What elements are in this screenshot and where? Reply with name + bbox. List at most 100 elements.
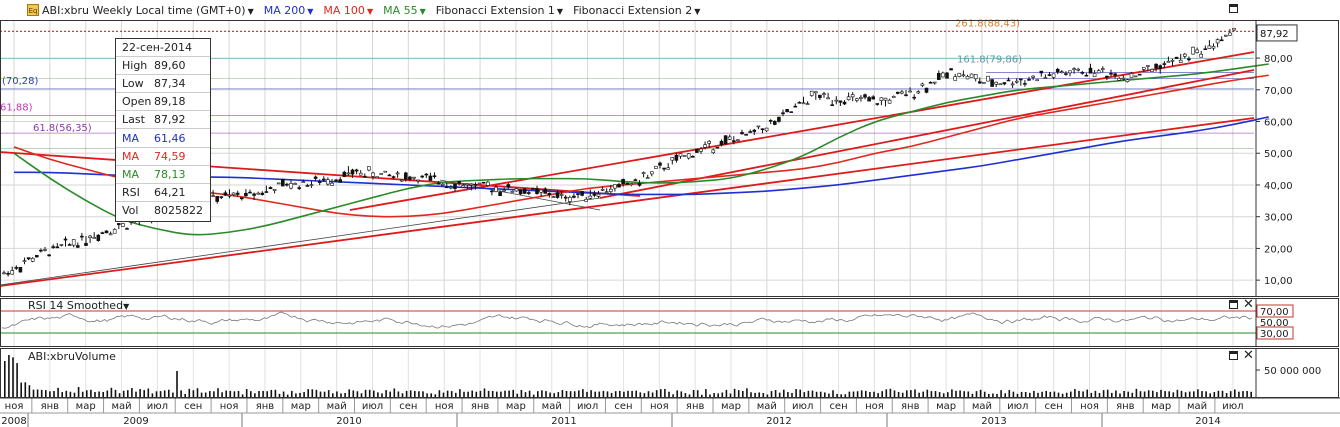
ma100-indicator[interactable]: MA 100 ▼ <box>323 3 374 17</box>
volume-bar <box>742 391 744 397</box>
volume-bar <box>639 392 642 397</box>
rsi-pane-label[interactable]: RSI 14 Smoothed▼ <box>28 299 130 312</box>
candle-body <box>834 99 839 102</box>
volume-pane-minimize-icon[interactable] <box>1229 351 1238 360</box>
candle-body <box>76 245 80 248</box>
info-value: 89,18 <box>154 95 186 109</box>
month-tick-label: янв <box>686 401 705 412</box>
volume-bar <box>356 391 359 397</box>
candle-body <box>633 179 638 181</box>
volume-pane-close-icon[interactable]: ✕ <box>1243 348 1254 363</box>
rsi-pane-close-icon[interactable]: ✕ <box>1243 297 1254 312</box>
volume-bar <box>434 394 437 397</box>
candle-body <box>1006 79 1011 82</box>
candle-body <box>801 102 806 105</box>
candle-body <box>723 135 728 145</box>
candle-body <box>1150 69 1154 72</box>
volume-bar <box>553 393 555 397</box>
candle-body <box>305 185 310 187</box>
candle-body <box>584 198 589 202</box>
volume-bar <box>446 390 449 397</box>
candle-body <box>809 90 814 96</box>
volume-bar <box>426 393 428 397</box>
volume-bar <box>1188 391 1191 397</box>
volume-bar <box>815 391 818 397</box>
volume-bar <box>1168 391 1170 397</box>
volume-bar <box>1037 392 1039 397</box>
volume-bar <box>491 391 494 397</box>
volume-bar <box>303 392 305 397</box>
candle-body <box>1092 73 1097 78</box>
candle-body <box>678 153 683 157</box>
volume-bar <box>307 389 309 397</box>
volume-bar <box>733 388 736 397</box>
volume-bar <box>832 390 834 397</box>
month-tick-label: мар <box>1151 401 1171 412</box>
candle-body <box>912 96 917 99</box>
candle-body <box>227 194 232 197</box>
candle-body <box>850 94 855 98</box>
volume-bar <box>836 393 838 397</box>
volume-bar <box>1250 391 1252 397</box>
instrument-eq-icon[interactable]: Eq <box>27 4 39 16</box>
volume-bar <box>1000 390 1002 397</box>
volume-bar <box>8 355 10 397</box>
price-pane-minimize-icon[interactable] <box>1229 4 1238 13</box>
candle-body <box>317 181 322 183</box>
volume-bar <box>1061 393 1064 397</box>
candle-body <box>641 172 646 175</box>
month-tick-label: май <box>542 401 562 412</box>
volume-bar <box>274 389 277 397</box>
candle-body <box>346 172 351 175</box>
fibonacci-extension-1[interactable]: Fibonacci Extension 1 ▼ <box>435 3 564 17</box>
y-tick-label: 40,00 <box>1264 181 1293 192</box>
candle-body <box>965 75 970 80</box>
year-label: 2014 <box>1195 416 1220 427</box>
candle-body <box>1084 74 1089 77</box>
candle-body <box>572 195 576 198</box>
symbol-selector[interactable]: ABI:xbru Weekly Local time (GMT+0) ▼ <box>42 3 254 17</box>
candle-body <box>465 183 470 186</box>
candle-body <box>51 246 56 248</box>
y-tick-label: 80,00 <box>1264 54 1293 65</box>
candle-body <box>875 103 880 105</box>
fib-label: 161.8(79,86) <box>957 55 1022 66</box>
fibonacci-extension-2[interactable]: Fibonacci Extension 2 ▼ <box>573 3 701 17</box>
volume-bar <box>623 391 625 397</box>
candle-body <box>629 183 634 186</box>
candle-body <box>1166 60 1171 63</box>
ma55-indicator[interactable]: MA 55 ▼ <box>383 3 426 17</box>
volume-bar <box>1172 392 1175 397</box>
volume-bar <box>409 390 412 397</box>
volume-bar <box>1201 391 1203 397</box>
volume-bar <box>475 391 478 397</box>
candle-body <box>1105 75 1109 78</box>
candle-body <box>592 193 597 196</box>
info-row: RSI 64,21 <box>116 184 210 202</box>
candle-body <box>785 109 789 113</box>
volume-bar <box>1065 392 1068 397</box>
volume-bar <box>1127 391 1129 397</box>
volume-bar <box>496 391 498 397</box>
ma200-indicator[interactable]: MA 200 ▼ <box>263 3 314 17</box>
volume-bar <box>1057 392 1060 397</box>
month-tick-label: июл <box>1007 401 1028 412</box>
volume-bar <box>988 393 990 397</box>
volume-bar <box>336 391 338 397</box>
volume-bar <box>926 389 929 397</box>
volume-bar <box>397 391 400 397</box>
candle-body <box>588 195 593 199</box>
volume-bar <box>594 391 596 397</box>
candle-body <box>354 169 359 172</box>
y-tick-label: 30,00 <box>1264 213 1293 224</box>
volume-bar <box>819 391 822 397</box>
volume-bar <box>1176 389 1179 397</box>
volume-bar <box>865 390 867 397</box>
rsi-pane-minimize-icon[interactable] <box>1229 300 1238 309</box>
volume-bar <box>36 389 39 397</box>
last-price-label: 87,92 <box>1260 29 1289 40</box>
volume-bar <box>1106 389 1109 397</box>
volume-pane[interactable]: 50 000 000 <box>4 348 1321 397</box>
candle-body <box>34 255 39 258</box>
